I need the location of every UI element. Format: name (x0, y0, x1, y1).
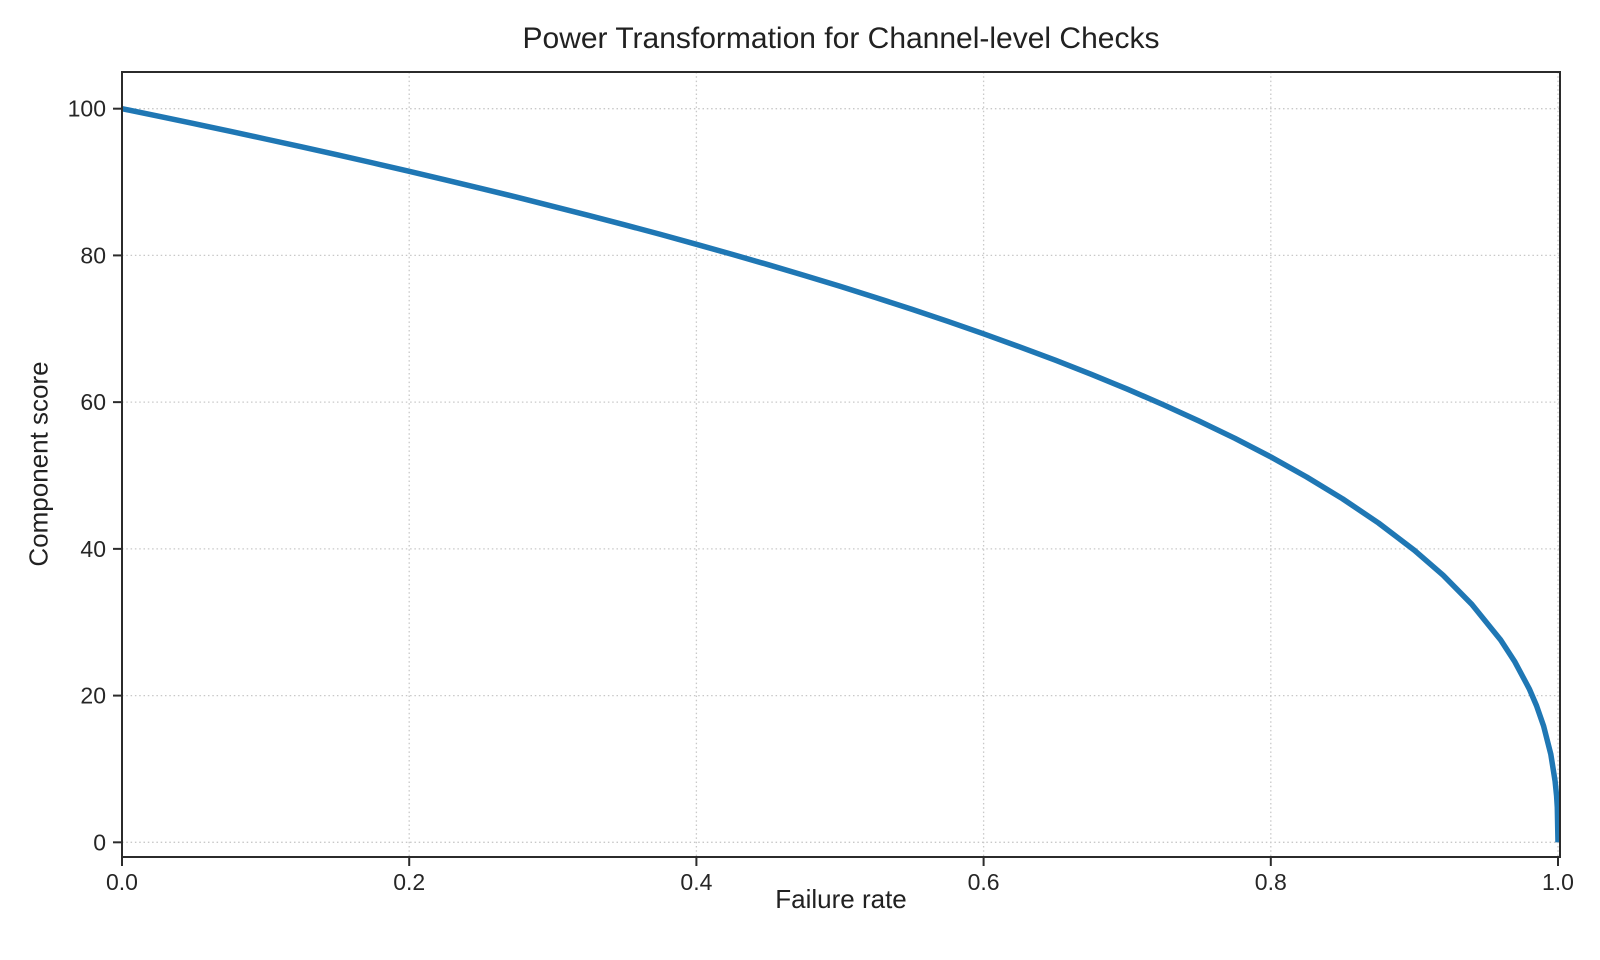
x-tick-label: 0.8 (1255, 869, 1287, 895)
y-tick-label: 40 (80, 536, 106, 562)
x-axis-label: Failure rate (775, 884, 907, 914)
y-tick-label: 80 (80, 242, 106, 268)
y-tick-label: 100 (68, 96, 106, 122)
x-tick-label: 0.4 (680, 869, 712, 895)
y-tick-label: 60 (80, 389, 106, 415)
chart-title: Power Transformation for Channel-level C… (522, 22, 1160, 55)
x-tick-label: 0.2 (393, 869, 425, 895)
x-tick-label: 1.0 (1542, 869, 1574, 895)
axes-spines (121, 71, 1561, 858)
x-tick-label: 0.0 (106, 869, 138, 895)
y-tick-label: 0 (93, 829, 106, 855)
series-power-transform-curve (121, 106, 1561, 843)
y-tick-label: 20 (80, 683, 106, 709)
y-axis-label: Component score (23, 361, 54, 567)
x-tick-label: 0.6 (968, 869, 1000, 895)
